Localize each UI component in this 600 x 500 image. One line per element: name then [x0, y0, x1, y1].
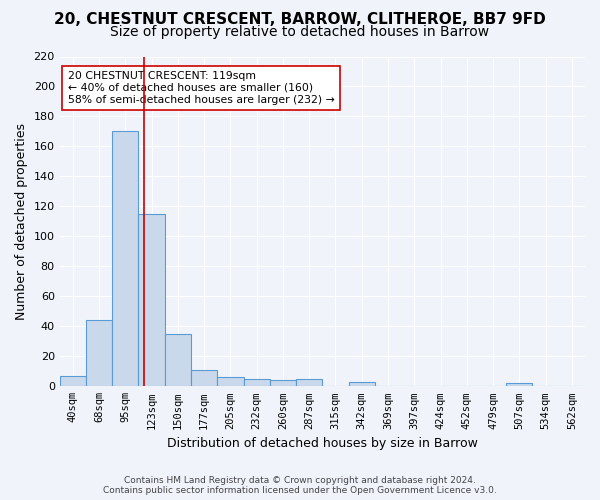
- Text: Size of property relative to detached houses in Barrow: Size of property relative to detached ho…: [110, 25, 490, 39]
- Bar: [139, 214, 165, 386]
- Text: 20 CHESTNUT CRESCENT: 119sqm
← 40% of detached houses are smaller (160)
58% of s: 20 CHESTNUT CRESCENT: 119sqm ← 40% of de…: [68, 72, 334, 104]
- Bar: [191, 370, 217, 386]
- Bar: [86, 320, 112, 386]
- Bar: [217, 378, 244, 386]
- Bar: [506, 384, 532, 386]
- Bar: [296, 379, 322, 386]
- Bar: [349, 382, 375, 386]
- Text: 20, CHESTNUT CRESCENT, BARROW, CLITHEROE, BB7 9FD: 20, CHESTNUT CRESCENT, BARROW, CLITHEROE…: [54, 12, 546, 26]
- Bar: [270, 380, 296, 386]
- X-axis label: Distribution of detached houses by size in Barrow: Distribution of detached houses by size …: [167, 437, 478, 450]
- Bar: [244, 379, 270, 386]
- Bar: [165, 334, 191, 386]
- Y-axis label: Number of detached properties: Number of detached properties: [15, 123, 28, 320]
- Bar: [59, 376, 86, 386]
- Bar: [112, 132, 139, 386]
- Text: Contains HM Land Registry data © Crown copyright and database right 2024.
Contai: Contains HM Land Registry data © Crown c…: [103, 476, 497, 495]
